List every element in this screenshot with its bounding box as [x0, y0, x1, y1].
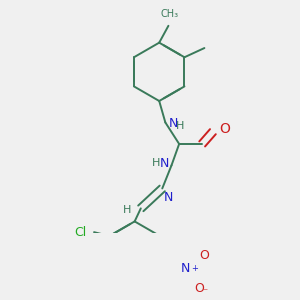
- Text: CH₃: CH₃: [160, 9, 178, 19]
- Text: N: N: [164, 191, 173, 204]
- Text: N: N: [160, 157, 169, 169]
- Text: H: H: [152, 158, 161, 168]
- Text: ⁻: ⁻: [202, 287, 207, 297]
- Text: Cl: Cl: [74, 226, 86, 239]
- Text: H: H: [176, 121, 184, 131]
- Text: O: O: [199, 249, 209, 262]
- Text: N: N: [181, 262, 190, 275]
- Text: N: N: [168, 117, 178, 130]
- Text: +: +: [191, 265, 198, 274]
- Text: O: O: [219, 122, 230, 136]
- Text: O: O: [194, 282, 204, 295]
- Text: H: H: [123, 205, 132, 215]
